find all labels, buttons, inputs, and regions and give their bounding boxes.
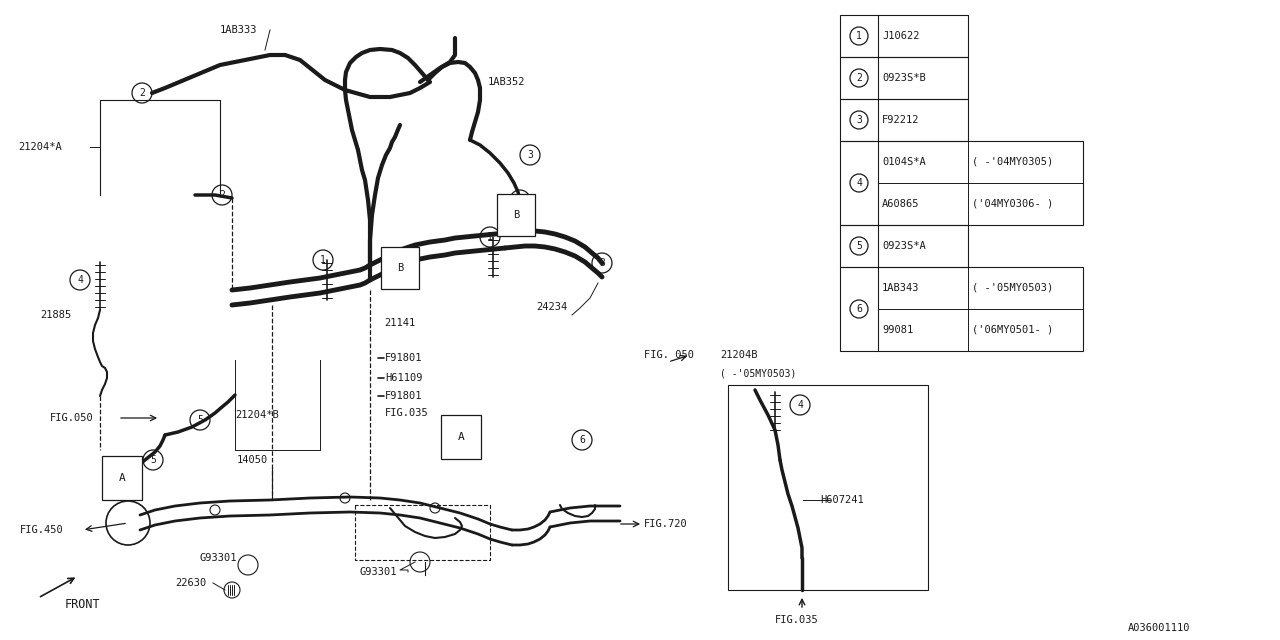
Text: A: A xyxy=(458,432,465,442)
Text: 14050: 14050 xyxy=(237,455,269,465)
Text: ('04MY0306- ): ('04MY0306- ) xyxy=(972,199,1053,209)
Text: F91801: F91801 xyxy=(385,391,422,401)
Text: FIG.050: FIG.050 xyxy=(50,413,93,423)
Text: G93301: G93301 xyxy=(200,553,238,563)
Text: 99081: 99081 xyxy=(882,325,913,335)
Bar xyxy=(840,99,968,141)
Text: ( -'04MY0305): ( -'04MY0305) xyxy=(972,157,1053,167)
Bar xyxy=(840,267,1083,351)
Text: J10622: J10622 xyxy=(882,31,919,41)
Text: 2: 2 xyxy=(140,88,145,98)
Text: 3: 3 xyxy=(599,258,605,268)
Text: H607241: H607241 xyxy=(820,495,864,505)
Text: 1AB352: 1AB352 xyxy=(488,77,526,87)
Text: 3: 3 xyxy=(527,150,532,160)
Text: FIG.450: FIG.450 xyxy=(20,525,64,535)
Bar xyxy=(728,385,928,590)
Text: ('06MY0501- ): ('06MY0501- ) xyxy=(972,325,1053,335)
Text: 22630: 22630 xyxy=(175,578,206,588)
Text: 0923S*A: 0923S*A xyxy=(882,241,925,251)
Text: ( -'05MY0503): ( -'05MY0503) xyxy=(972,283,1053,293)
Text: A60865: A60865 xyxy=(882,199,919,209)
Text: B: B xyxy=(513,210,520,220)
Text: FIG.035: FIG.035 xyxy=(774,615,819,625)
Text: 1AB343: 1AB343 xyxy=(882,283,919,293)
Text: 21141: 21141 xyxy=(384,318,415,328)
Text: 5: 5 xyxy=(197,415,204,425)
Text: 21204*A: 21204*A xyxy=(18,142,61,152)
Text: 4: 4 xyxy=(856,178,861,188)
Text: 24234: 24234 xyxy=(536,302,567,312)
Text: A036001110: A036001110 xyxy=(1128,623,1190,633)
Text: G93301: G93301 xyxy=(360,567,398,577)
Text: 21204*B: 21204*B xyxy=(236,410,279,420)
Text: 3: 3 xyxy=(856,115,861,125)
Text: A: A xyxy=(119,473,125,483)
Text: 2: 2 xyxy=(856,73,861,83)
Bar xyxy=(840,57,968,99)
Text: 1: 1 xyxy=(856,31,861,41)
Bar xyxy=(840,141,1083,225)
Text: H61109: H61109 xyxy=(385,373,422,383)
Text: F91801: F91801 xyxy=(385,353,422,363)
Text: 4: 4 xyxy=(797,400,803,410)
Text: 21885: 21885 xyxy=(40,310,72,320)
Text: 6: 6 xyxy=(856,304,861,314)
Text: 5: 5 xyxy=(150,455,156,465)
Text: B: B xyxy=(397,263,403,273)
Text: 2: 2 xyxy=(219,190,225,200)
Text: FIG.720: FIG.720 xyxy=(644,519,687,529)
Text: FIG.035: FIG.035 xyxy=(385,408,429,418)
Text: 4: 4 xyxy=(77,275,83,285)
Text: 1AB333: 1AB333 xyxy=(220,25,257,35)
Bar xyxy=(840,225,968,267)
Text: 1: 1 xyxy=(488,232,493,242)
Text: 1: 1 xyxy=(320,255,326,265)
Text: ( -'05MY0503): ( -'05MY0503) xyxy=(719,368,796,378)
Text: 5: 5 xyxy=(856,241,861,251)
Text: FIG. 050: FIG. 050 xyxy=(644,350,694,360)
Text: 6: 6 xyxy=(579,435,585,445)
Text: FRONT: FRONT xyxy=(65,598,101,611)
Bar xyxy=(840,15,968,57)
Text: 21204B: 21204B xyxy=(719,350,758,360)
Text: F92212: F92212 xyxy=(882,115,919,125)
Text: 3: 3 xyxy=(517,195,524,205)
Text: 0104S*A: 0104S*A xyxy=(882,157,925,167)
Text: 0923S*B: 0923S*B xyxy=(882,73,925,83)
